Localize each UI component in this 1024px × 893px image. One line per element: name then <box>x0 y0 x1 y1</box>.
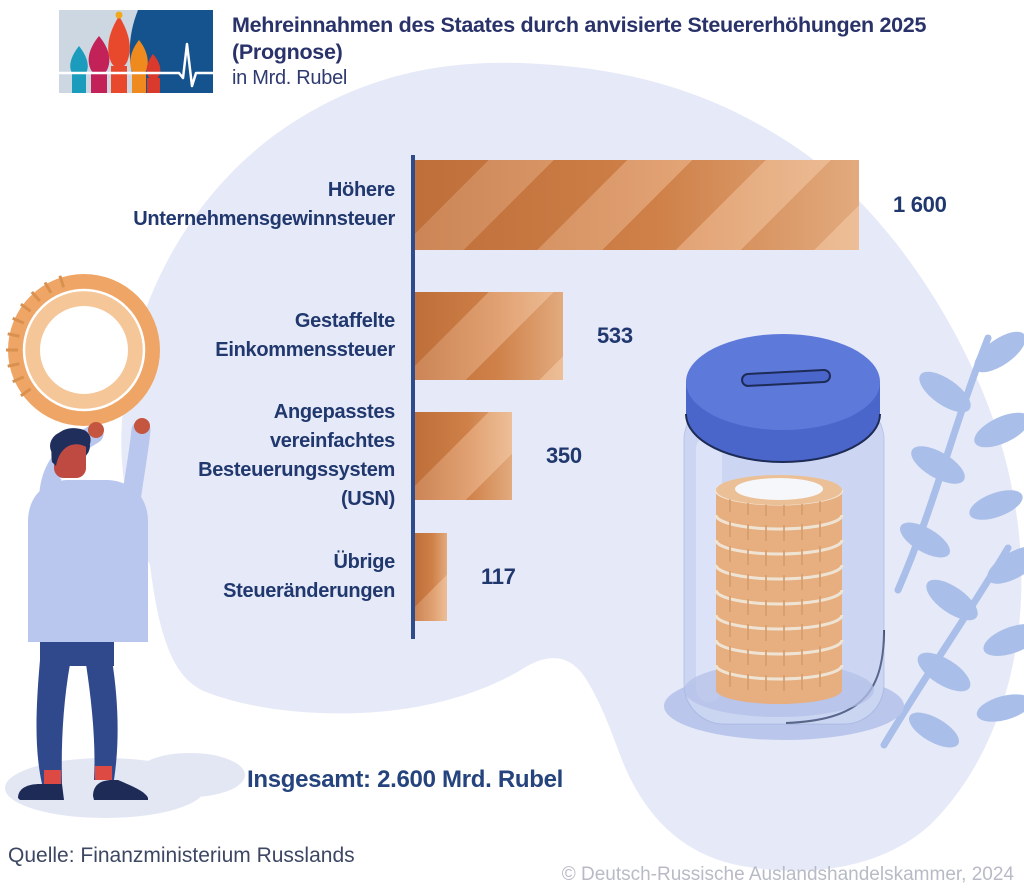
category-label: Angepasstes vereinfachtes Besteuerungssy… <box>198 401 395 510</box>
bar-value: 533 <box>597 323 633 348</box>
jar-highlight <box>696 436 722 702</box>
coin-jar-illustration <box>664 334 904 740</box>
total-label: Insgesamt: 2.600 Mrd. Rubel <box>247 766 563 793</box>
leaf-branch-upper <box>894 331 1024 594</box>
chart-axis-line <box>411 155 415 639</box>
ahk-logo <box>59 10 213 93</box>
page-subtitle: in Mrd. Rubel <box>232 67 348 89</box>
bar-value: 1 600 <box>893 192 947 217</box>
jar-glass-gloss <box>684 400 884 724</box>
bar-row-gestaffelte-einkommenssteuer: Gestaffelte Einkommenssteuer 533 <box>0 292 1024 380</box>
source-text: Quelle: Finanzministerium Russlands <box>8 844 355 867</box>
person-with-coin-illustration <box>5 274 245 818</box>
bar <box>415 412 512 500</box>
header-title-block: Mehreinnahmen des Staates durch anvisier… <box>232 12 926 91</box>
page-title-line2: (Prognose) <box>232 40 343 64</box>
bar <box>415 160 859 250</box>
copyright-text: © Deutsch-Russische Auslandshandelskamme… <box>561 864 1014 885</box>
jar-lid <box>685 334 881 463</box>
big-coin <box>6 274 160 426</box>
bar-row-uebrige-steueraenderungen: Übrige Steueränderungen 117 <box>0 533 1024 621</box>
bar <box>415 292 563 380</box>
bar-value: 350 <box>546 443 582 468</box>
category-label: Höhere Unternehmensgewinnsteuer <box>133 179 395 230</box>
person-shadow-2 <box>135 753 245 797</box>
leaf-branch-lower <box>880 544 1024 749</box>
category-label: Übrige Steueränderungen <box>223 551 395 602</box>
bar-row-hoehere-unternehmensgewinnsteuer: Höhere Unternehmensgewinnsteuer 1 600 <box>0 160 1024 250</box>
top-coin-center <box>735 478 823 500</box>
bar <box>415 533 447 621</box>
category-label: Gestaffelte Einkommenssteuer <box>215 310 395 361</box>
bar-row-usn: Angepasstes vereinfachtes Besteuerungssy… <box>0 401 1024 510</box>
coin-stack <box>714 475 844 704</box>
coin-slot <box>741 368 831 387</box>
ecg-line-icon <box>59 42 213 88</box>
page-title-line1: Mehreinnahmen des Staates durch anvisier… <box>232 13 927 37</box>
bar-value: 117 <box>481 564 516 589</box>
